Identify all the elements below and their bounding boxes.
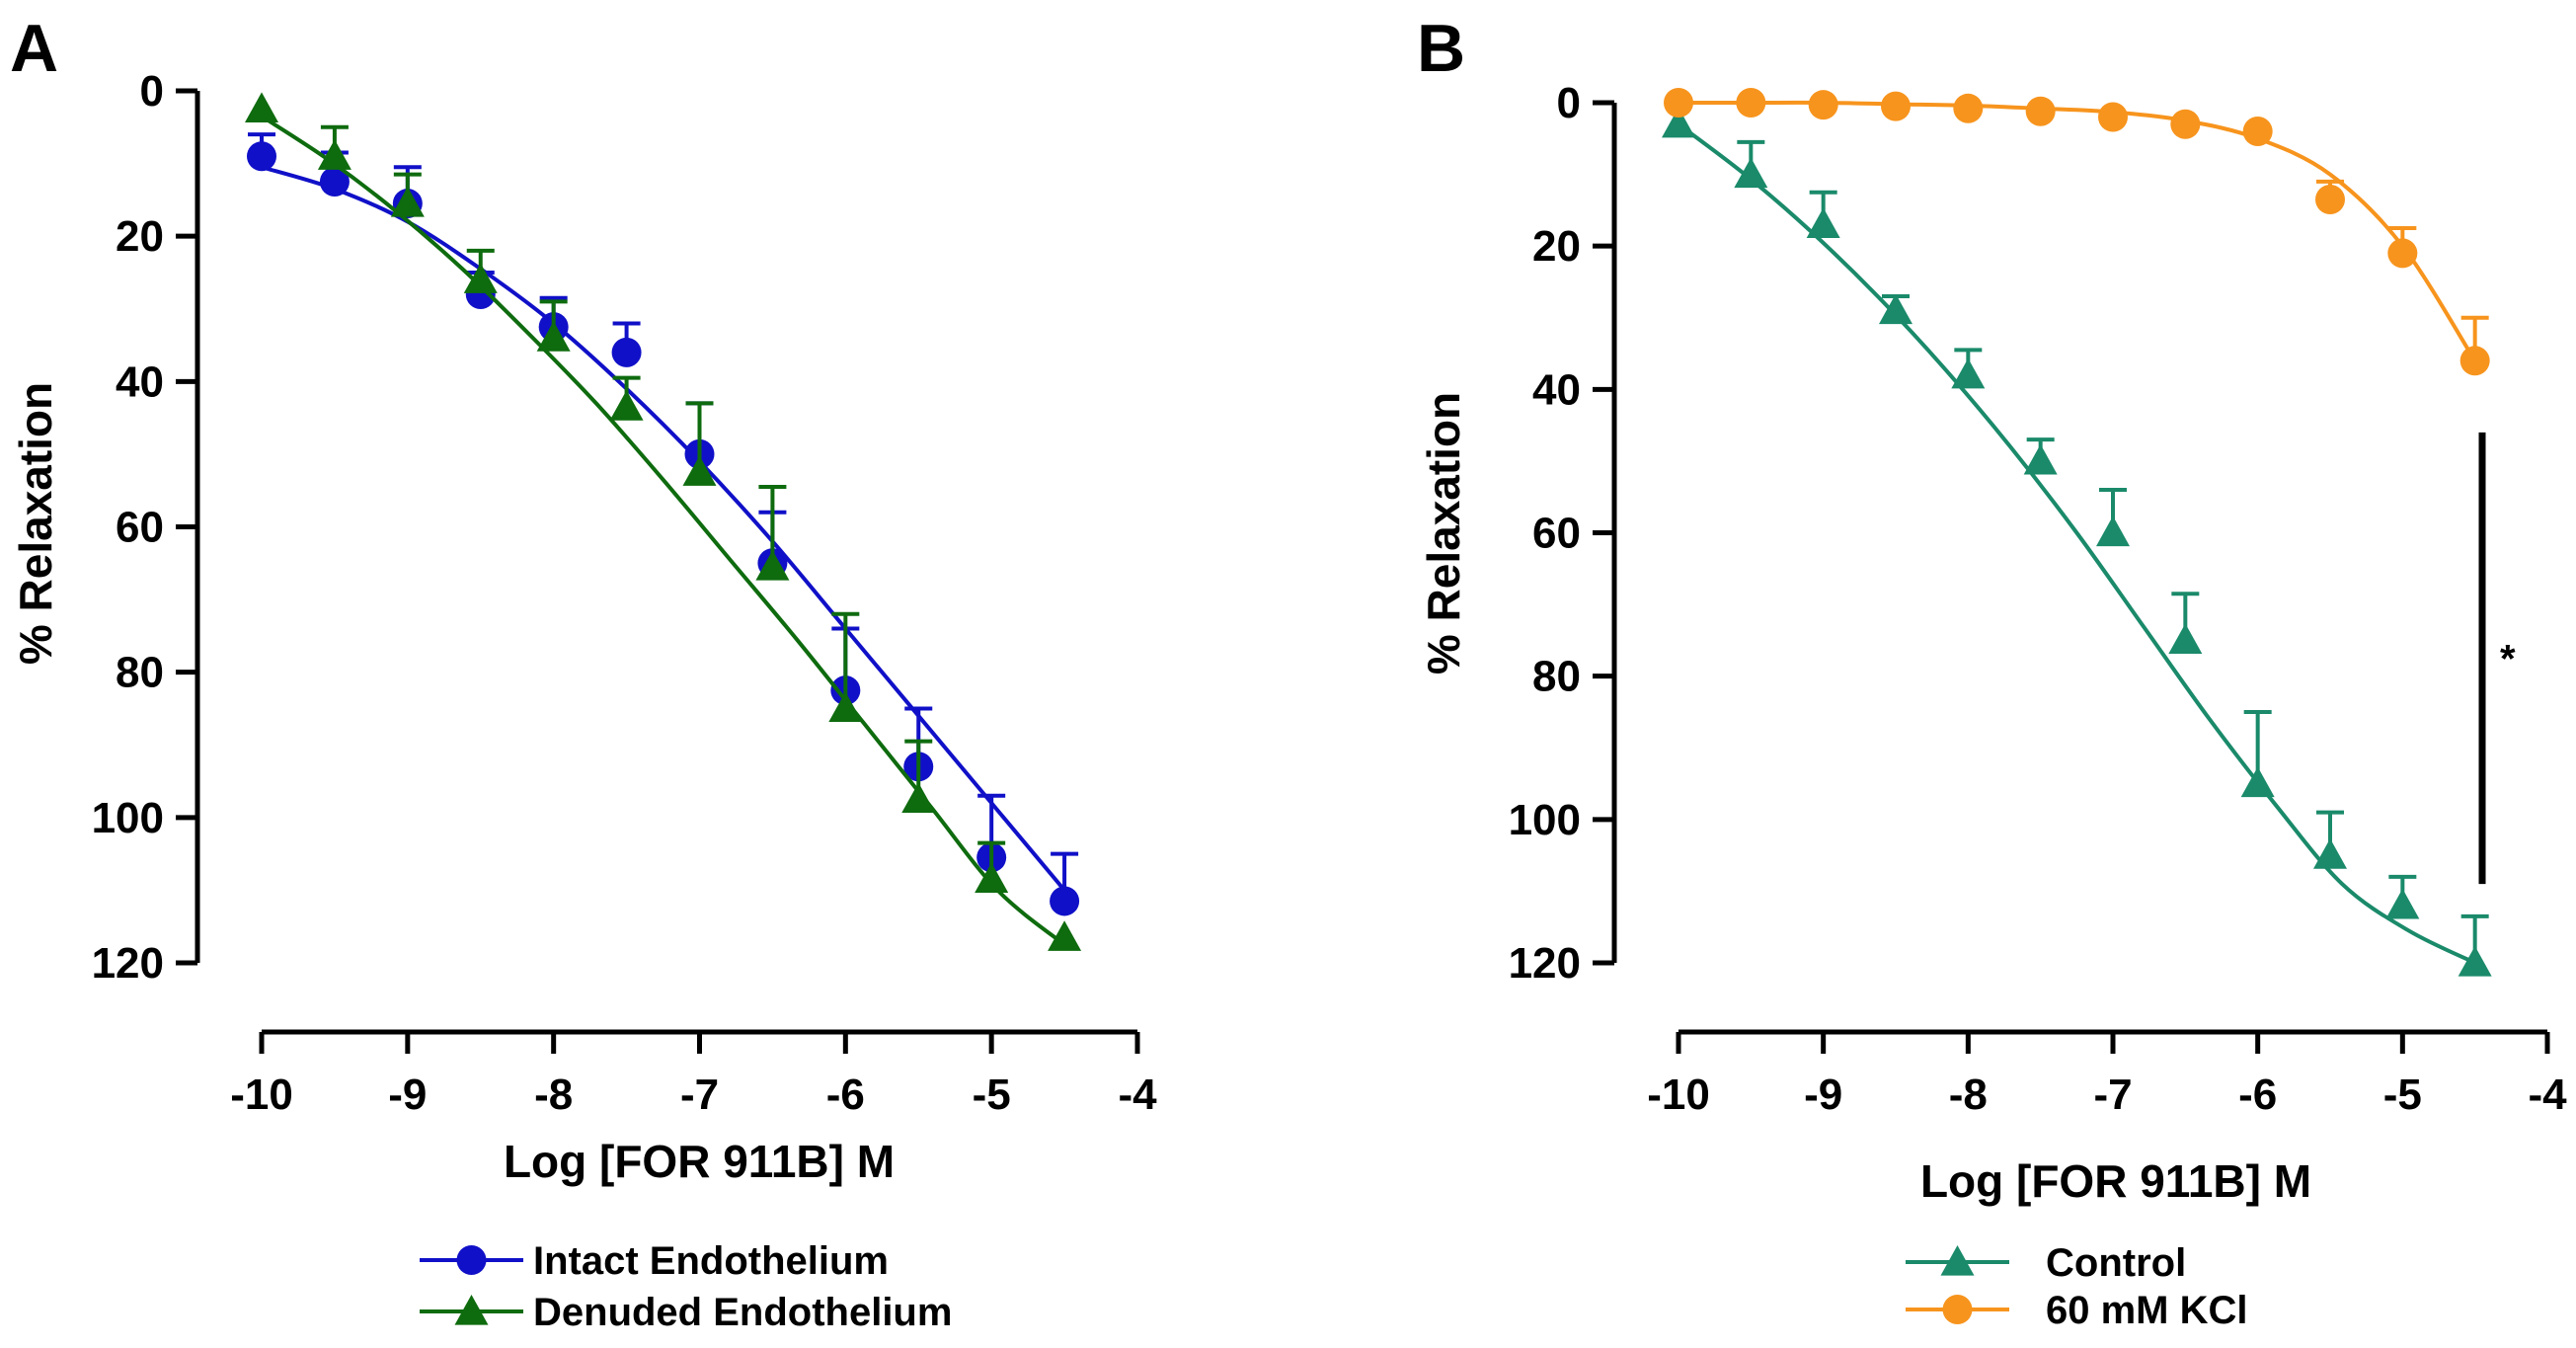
legend-marker xyxy=(454,1295,489,1325)
data-point xyxy=(1048,920,1082,951)
data-point xyxy=(901,782,936,814)
data-point xyxy=(755,549,790,581)
data-point xyxy=(609,390,644,421)
series-intact-endothelium xyxy=(247,132,1080,916)
y-tick-label: 20 xyxy=(116,212,164,261)
x-tick-label: -9 xyxy=(388,1070,427,1119)
legend-marker xyxy=(1942,1295,1973,1324)
data-point xyxy=(1881,91,1911,121)
y-tick-label: 20 xyxy=(1532,222,1581,271)
y-tick-label: 60 xyxy=(116,504,164,552)
data-point xyxy=(2170,109,2201,139)
legend-label: Control xyxy=(2046,1241,2186,1285)
panel-label: A xyxy=(10,11,58,86)
data-point xyxy=(2096,515,2130,547)
data-point xyxy=(2098,102,2128,132)
x-tick-label: -4 xyxy=(1118,1070,1157,1119)
x-tick-label: -7 xyxy=(680,1070,719,1119)
data-point xyxy=(2315,184,2345,214)
data-point xyxy=(1734,157,1768,189)
x-axis-title: Log [FOR 911B] M xyxy=(504,1136,895,1187)
legend-marker xyxy=(1940,1245,1975,1276)
legend-label: Intact Endothelium xyxy=(533,1239,889,1283)
x-tick-label: -6 xyxy=(2238,1070,2277,1119)
significance-label: * xyxy=(2500,638,2516,681)
series-60-mm-kcl xyxy=(1664,88,2490,376)
series-control xyxy=(1662,107,2492,977)
data-point xyxy=(1808,90,1838,120)
x-tick-label: -10 xyxy=(230,1070,293,1119)
legend-label: 60 mM KCl xyxy=(2046,1289,2248,1332)
x-tick-label: -9 xyxy=(1804,1070,1842,1119)
x-tick-label: -5 xyxy=(2383,1070,2422,1119)
data-point xyxy=(317,139,351,170)
data-point xyxy=(828,691,863,723)
y-tick-label: 100 xyxy=(1509,796,1581,844)
legend-label: Denuded Endothelium xyxy=(533,1291,952,1334)
data-point xyxy=(1050,886,1080,916)
legend-item: Intact Endothelium xyxy=(420,1239,889,1283)
data-point xyxy=(247,141,276,172)
panel-label: B xyxy=(1417,11,1465,86)
series-denuded-endothelium xyxy=(245,92,1082,951)
y-tick-label: 0 xyxy=(1557,79,1581,127)
y-tick-label: 120 xyxy=(1509,939,1581,988)
panel-a: A 0 20 40 60 80 100 120 -10 -9 -8 -7 -6 -5 -4 Log [FOR … xyxy=(10,11,1157,1334)
data-point xyxy=(319,166,350,197)
legend-marker xyxy=(456,1245,487,1275)
data-point xyxy=(1736,88,1766,118)
data-point xyxy=(1662,107,1695,138)
x-tick-label: -8 xyxy=(534,1070,573,1119)
data-point xyxy=(1664,88,1693,118)
data-point xyxy=(2385,888,2420,919)
data-point xyxy=(2025,96,2056,126)
x-tick-label: -6 xyxy=(826,1070,865,1119)
data-point xyxy=(2242,117,2273,147)
fit-curve xyxy=(1677,122,2476,965)
data-point xyxy=(975,862,1009,893)
fit-curve xyxy=(1678,100,2477,362)
data-point xyxy=(1951,357,1986,389)
data-point xyxy=(463,263,498,293)
data-point xyxy=(2023,443,2058,475)
data-point xyxy=(390,187,425,217)
legend-item: 60 mM KCl xyxy=(1906,1289,2248,1332)
y-tick-label: 80 xyxy=(116,649,164,697)
data-point xyxy=(2313,838,2347,869)
data-point xyxy=(1806,207,1840,238)
y-tick-label: 80 xyxy=(1532,653,1581,701)
data-point xyxy=(2387,238,2418,269)
panel-b: B 0 20 40 60 80 100 120 -10 -9 -8 -7 -6 -5 -4 Log [FOR … xyxy=(1417,11,2567,1332)
y-tick-label: 40 xyxy=(1532,365,1581,414)
y-axis-title: % Relaxation xyxy=(10,382,61,665)
y-axis-title: % Relaxation xyxy=(1418,392,1469,674)
y-tick-label: 60 xyxy=(1532,510,1581,558)
legend-item: Control xyxy=(1906,1241,2186,1285)
x-tick-label: -10 xyxy=(1647,1070,1710,1119)
data-point xyxy=(2458,946,2492,977)
legend-item: Denuded Endothelium xyxy=(420,1291,952,1334)
fit-curve xyxy=(261,165,1066,892)
y-tick-label: 0 xyxy=(140,67,164,116)
data-point xyxy=(2168,623,2203,654)
y-tick-label: 40 xyxy=(116,357,164,406)
x-tick-label: -5 xyxy=(973,1070,1011,1119)
x-axis-title: Log [FOR 911B] M xyxy=(1920,1155,2311,1207)
fit-curve xyxy=(260,115,1066,947)
data-point xyxy=(682,455,717,486)
data-point xyxy=(245,92,278,122)
data-point xyxy=(2459,346,2490,376)
y-tick-label: 100 xyxy=(92,794,164,842)
data-point xyxy=(1879,293,1912,325)
data-point xyxy=(1953,93,1984,123)
y-tick-label: 120 xyxy=(92,939,164,988)
data-point xyxy=(536,321,571,352)
x-tick-label: -7 xyxy=(2093,1070,2132,1119)
data-point xyxy=(611,337,642,367)
x-tick-label: -4 xyxy=(2528,1070,2567,1119)
x-tick-label: -8 xyxy=(1949,1070,1988,1119)
data-point xyxy=(2240,766,2275,798)
